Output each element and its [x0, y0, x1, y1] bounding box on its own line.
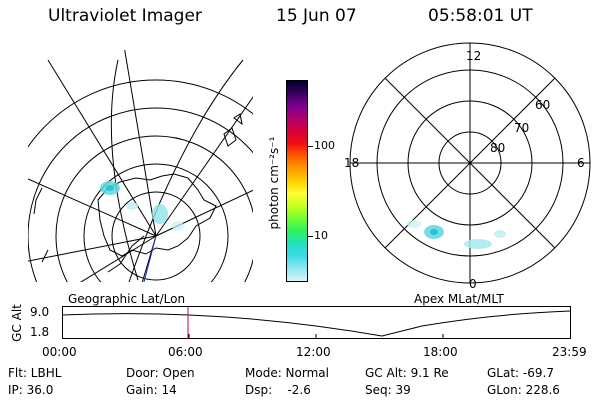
info-gain: Gain: 14 — [126, 383, 177, 397]
colorbar-tick-label-100: 100 — [314, 139, 335, 152]
polar-plot: 12 18 6 0 60 70 80 — [344, 42, 591, 291]
info-door: Door: Open — [126, 366, 195, 380]
info-glat: GLat: -69.7 — [487, 366, 554, 380]
observation-time: 05:58:01 UT — [428, 6, 533, 26]
timeline-xtick-2: 12:00 — [296, 345, 331, 359]
colorbar — [286, 80, 308, 282]
timeline-xtick-0: 00:00 — [42, 345, 77, 359]
info-filter: Flt: LBHL — [8, 366, 62, 380]
timeline-xtick-4: 23:59 — [552, 345, 587, 359]
left-panel-label: Geographic Lat/Lon — [68, 292, 186, 306]
info-glon: GLon: 228.6 — [487, 383, 560, 397]
timeline-ytick-high: 9.0 — [30, 305, 50, 319]
lat-label-60: 60 — [535, 98, 550, 112]
mlt-label-18: 18 — [344, 156, 359, 170]
altitude-curve — [62, 310, 571, 337]
altitude-timeline — [62, 306, 571, 339]
info-dsp: Dsp: -2.6 — [245, 383, 311, 397]
colorbar-unit-label: photon cm⁻²s⁻¹ — [267, 136, 281, 230]
info-seq: Seq: 39 — [365, 383, 411, 397]
mlt-label-6: 6 — [577, 156, 585, 170]
instrument-title: Ultraviolet Imager — [48, 6, 202, 26]
timeline-axis-label: GC Alt — [10, 304, 24, 342]
lat-label-70: 70 — [514, 121, 529, 135]
mlt-label-0: 0 — [469, 277, 477, 291]
right-panel-label: Apex MLat/MLT — [414, 292, 504, 306]
colorbar-tick-label-10: 10 — [314, 229, 328, 242]
info-ip: IP: 36.0 — [8, 383, 54, 397]
lat-label-80: 80 — [490, 141, 505, 155]
mlt-label-12: 12 — [466, 49, 481, 63]
colorbar-gradient — [287, 81, 307, 281]
info-mode: Mode: Normal — [245, 366, 329, 380]
geographic-map — [28, 50, 253, 283]
colorbar-tick-100 — [307, 146, 313, 147]
observation-date: 15 Jun 07 — [276, 6, 357, 26]
timeline-ytick-low: 1.8 — [30, 325, 50, 339]
timeline-xtick-1: 06:00 — [168, 345, 203, 359]
timeline-xtick-3: 18:00 — [423, 345, 458, 359]
colorbar-tick-10 — [307, 236, 313, 237]
info-gc-alt: GC Alt: 9.1 Re — [365, 366, 449, 380]
